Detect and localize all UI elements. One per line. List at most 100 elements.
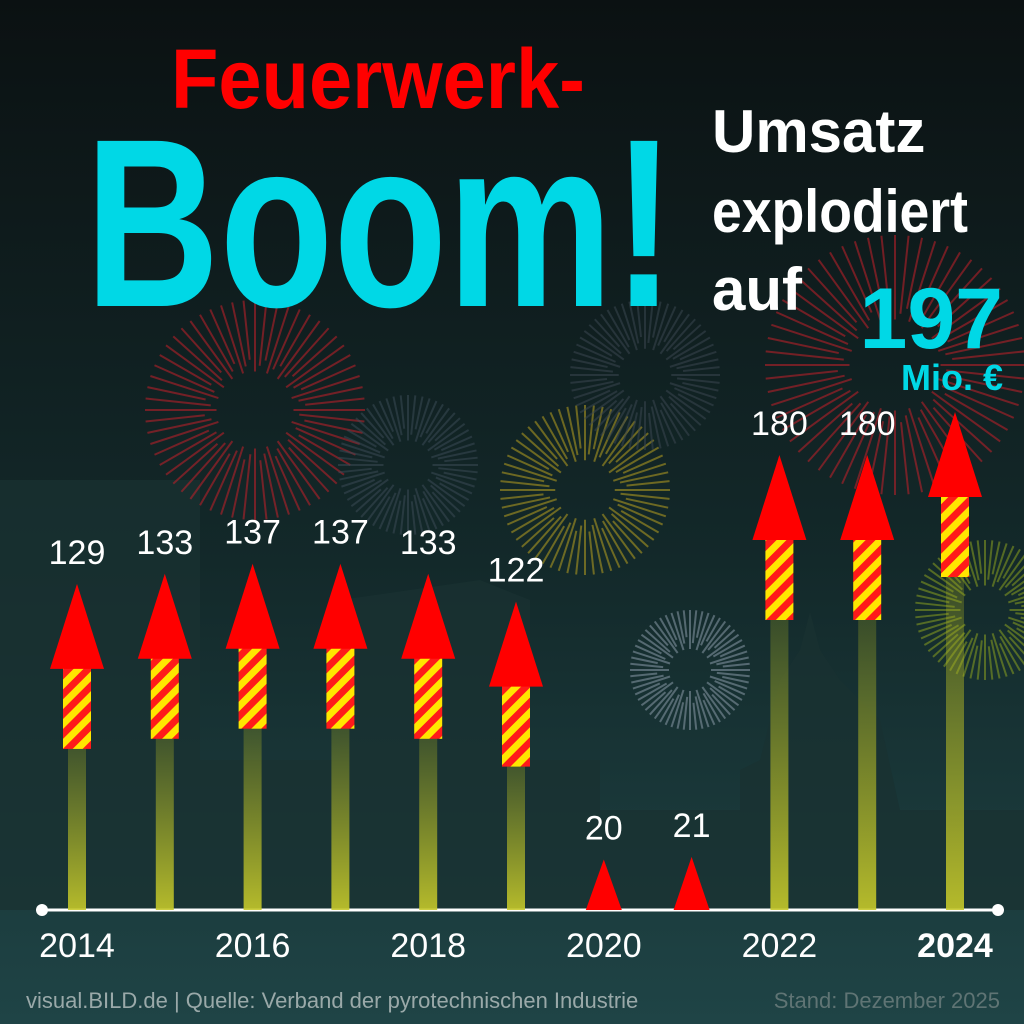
firework-ray	[669, 350, 717, 368]
firework-ray	[1008, 636, 1024, 655]
firework-ray	[433, 429, 470, 451]
firework-ray	[996, 545, 1015, 583]
value-label: 129	[49, 534, 106, 572]
firework-ray	[928, 267, 983, 328]
rocket-stick	[770, 600, 789, 910]
firework-ray	[817, 401, 870, 471]
firework-ray	[305, 397, 365, 406]
firework-ray	[571, 358, 608, 369]
rocket-stick	[155, 718, 174, 910]
firework-ray	[650, 406, 662, 449]
firework-ray	[576, 343, 616, 363]
firework-ray	[410, 395, 417, 435]
x-tick-label: 2014	[39, 927, 115, 965]
firework-ray	[640, 681, 674, 707]
firework-ray	[534, 420, 569, 467]
firework-ray	[576, 389, 611, 407]
firework-ray	[682, 366, 720, 372]
firework-ray	[632, 675, 671, 690]
rocket-head	[313, 563, 368, 649]
firework-ray	[904, 415, 924, 493]
firework-ray	[976, 640, 983, 680]
firework-ray	[664, 694, 680, 726]
firework-ray	[695, 611, 704, 638]
firework-ray	[593, 517, 613, 572]
firework-ray	[501, 496, 551, 509]
firework-ray	[608, 506, 655, 541]
value-label: 180	[839, 405, 896, 443]
firework-ray	[422, 490, 444, 527]
firework-ray	[304, 419, 363, 434]
firework-ray	[682, 696, 689, 730]
firework-ray	[941, 385, 1015, 419]
firework-ray	[414, 487, 431, 532]
firework-ray	[636, 300, 642, 338]
firework-ray	[622, 454, 664, 474]
firework-ray	[999, 635, 1021, 672]
firework-ray	[350, 423, 389, 452]
firework-ray	[242, 300, 251, 360]
firework-ray	[594, 398, 625, 432]
firework-ray	[606, 407, 627, 441]
firework-ray	[660, 402, 684, 441]
firework-ray	[172, 443, 219, 485]
rocket-body	[853, 530, 882, 620]
firework-ray	[718, 685, 743, 701]
value-label: 137	[312, 514, 369, 552]
firework-ray	[716, 656, 749, 666]
firework-ray	[714, 680, 746, 696]
firework-ray	[534, 513, 569, 560]
subtitle-line: Umsatz	[712, 98, 925, 165]
firework-ray	[853, 241, 882, 323]
value-label: 133	[400, 524, 457, 562]
firework-ray	[931, 287, 1001, 340]
rocket-body	[414, 648, 443, 739]
firework-ray	[969, 645, 979, 679]
firework-ray	[765, 370, 838, 380]
firework-ray	[285, 344, 345, 389]
firework-ray	[905, 237, 924, 309]
firework-ray	[1004, 565, 1024, 589]
firework-ray	[797, 402, 853, 453]
rocket-head	[673, 856, 710, 910]
title-line2: Boom!	[85, 89, 675, 357]
firework-ray	[706, 681, 740, 707]
firework-ray	[284, 327, 330, 378]
firework-ray	[1007, 596, 1024, 604]
firework-ray	[231, 459, 246, 518]
firework-ray	[285, 431, 345, 476]
firework-ray	[500, 480, 550, 488]
rocket-body	[502, 676, 530, 767]
firework-ray	[341, 471, 386, 488]
firework-ray	[430, 442, 475, 459]
firework-ray	[900, 422, 910, 495]
firework-ray	[279, 314, 311, 367]
firework-ray	[372, 496, 391, 527]
firework-ray	[438, 467, 478, 474]
firework-ray	[634, 682, 661, 696]
firework-ray	[180, 327, 222, 374]
rocket-stick	[419, 718, 438, 910]
firework-ray	[549, 411, 569, 453]
firework-ray	[265, 446, 290, 515]
firework-ray	[425, 403, 444, 434]
firework-ray	[591, 524, 604, 574]
firework-ray	[1002, 548, 1021, 579]
firework-ray	[946, 369, 1024, 380]
firework-ray	[647, 300, 654, 344]
firework-ray	[430, 471, 475, 488]
firework-ray	[1015, 612, 1024, 616]
firework-ray	[1017, 591, 1024, 597]
firework-ray	[719, 644, 746, 658]
firework-ray	[644, 691, 667, 711]
firework-ray	[265, 305, 290, 374]
firework-ray	[648, 412, 654, 450]
source: visual.BILD.de | Quelle: Verband der pyr…	[26, 988, 638, 1013]
firework-ray	[944, 392, 1009, 431]
highlight-value: 197	[860, 271, 1004, 367]
value-label: 20	[585, 809, 623, 847]
firework-ray	[612, 498, 667, 518]
firework-ray	[722, 675, 749, 684]
firework-ray	[287, 439, 338, 485]
firework-ray	[288, 446, 330, 493]
